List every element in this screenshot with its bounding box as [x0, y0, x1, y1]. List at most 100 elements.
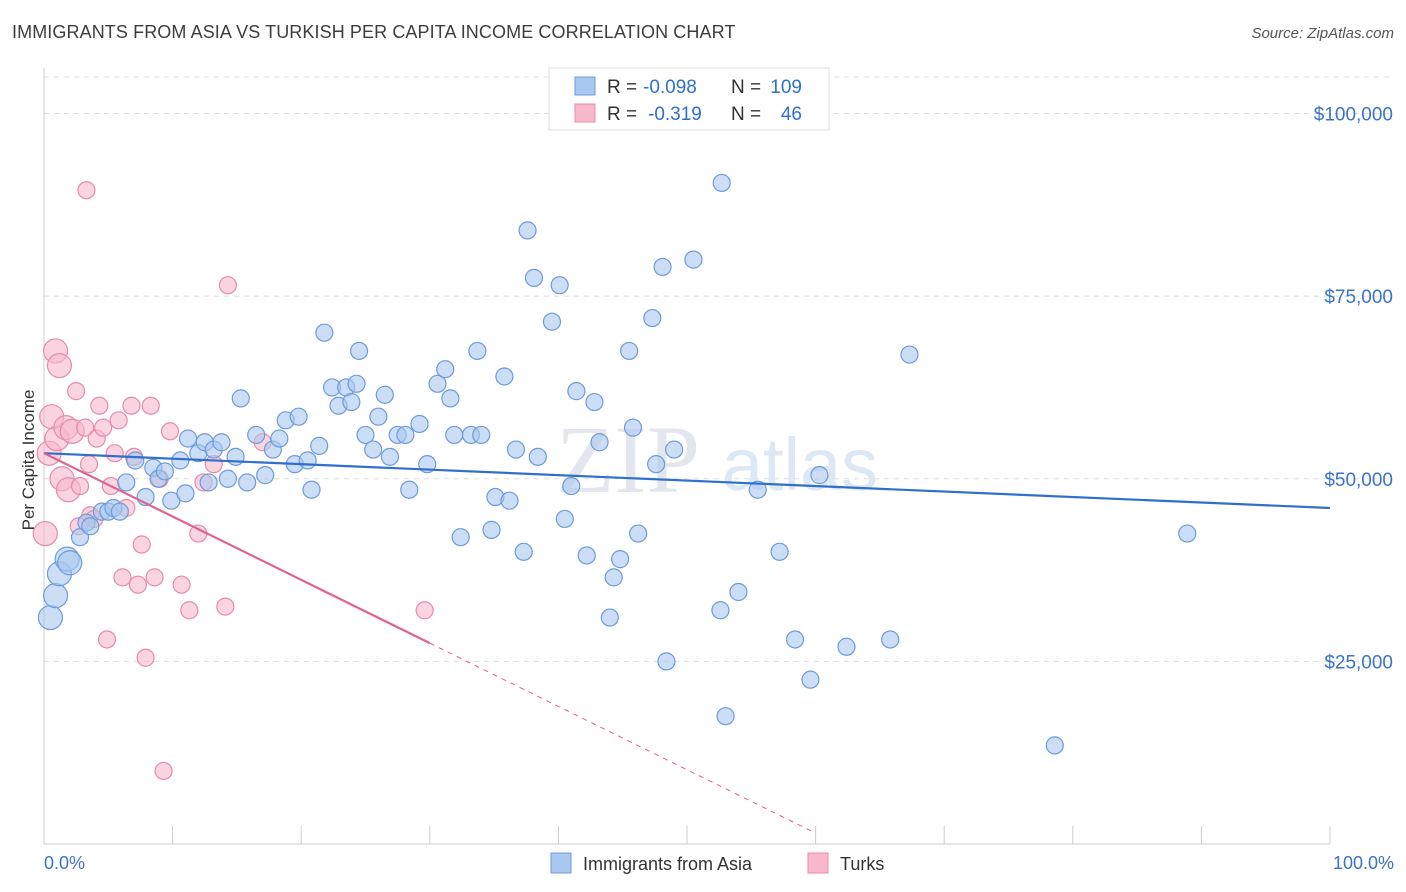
data-point-turks [172, 575, 191, 594]
watermark-atlas: atlas [722, 423, 878, 506]
data-point-asia [629, 524, 648, 543]
stats-legend-box [548, 67, 830, 131]
data-point-asia [653, 257, 672, 277]
data-point-asia [451, 528, 470, 547]
stats-r-label-turks: R = [607, 104, 637, 125]
data-point-asia [729, 582, 748, 602]
data-point-asia [657, 652, 676, 671]
data-point-asia [396, 425, 415, 445]
data-point-turks [97, 630, 117, 649]
y-tick-label: $50,000 [1324, 470, 1393, 491]
data-point-asia [837, 637, 856, 656]
data-point-turks [189, 524, 208, 543]
data-point-asia [126, 451, 145, 470]
data-point-asia [495, 367, 514, 386]
data-point-asia [37, 604, 64, 631]
data-point-turks [136, 648, 155, 667]
data-point-asia [555, 509, 574, 529]
trend-line-turks-extrapolated [429, 642, 816, 834]
data-point-asia [623, 418, 643, 437]
data-point-asia [256, 466, 275, 485]
stats-n-label-asia: N = [731, 77, 761, 98]
data-point-asia [375, 385, 394, 404]
data-point-asia [604, 568, 623, 587]
data-point-asia [482, 520, 501, 539]
stats-n-value-turks: 46 [781, 104, 802, 125]
data-point-asia [289, 407, 308, 426]
data-point-asia [611, 550, 630, 569]
stats-n-value-asia: 109 [770, 77, 802, 98]
stats-r-value-turks: -0.319 [648, 104, 702, 125]
data-point-asia [218, 469, 237, 488]
data-point-turks [216, 597, 235, 616]
legend-swatch-turks [807, 852, 829, 874]
data-point-asia [364, 440, 383, 459]
data-point-asia [57, 550, 83, 576]
x-tick-label-max: 100.0% [1333, 853, 1394, 873]
data-point-asia [770, 542, 789, 561]
data-point-turks [70, 476, 90, 496]
x-tick-label-min: 0.0% [44, 853, 85, 873]
data-point-turks [77, 181, 96, 200]
data-point-turks [218, 276, 237, 295]
data-point-asia [176, 484, 195, 503]
data-point-asia [748, 480, 767, 499]
data-point-asia [302, 480, 321, 499]
data-point-asia [178, 429, 198, 448]
data-point-asia [620, 341, 639, 361]
data-point-turks [141, 396, 160, 415]
data-point-turks [132, 535, 151, 554]
data-point-asia [428, 374, 447, 393]
data-point-turks [160, 422, 180, 441]
y-tick-labels: $25,000 $50,000 $75,000 $100,000 [1314, 105, 1393, 674]
stats-n-label-turks: N = [731, 104, 761, 125]
data-point-asia [1178, 524, 1197, 543]
stats-r-value-asia: -0.098 [643, 77, 697, 98]
watermark: ZIP atlas [556, 406, 878, 513]
y-tick-label: $25,000 [1324, 652, 1393, 673]
data-point-asia [380, 447, 400, 466]
data-point-asia [542, 312, 562, 331]
legend-label-asia: Immigrants from Asia [583, 854, 753, 874]
data-point-asia [590, 433, 609, 452]
data-point-asia [684, 250, 703, 269]
data-point-turks [415, 601, 434, 620]
data-point-asia [577, 546, 596, 565]
stats-r-label-asia: R = [607, 77, 637, 98]
data-point-asia [445, 425, 464, 445]
data-point-asia [238, 473, 257, 492]
data-point-asia [270, 429, 289, 448]
data-point-turks [90, 396, 109, 415]
series-legend: Immigrants from Asia Turks [550, 852, 884, 874]
data-point-asia [562, 476, 581, 496]
data-point-asia [524, 268, 544, 287]
data-point-asia [801, 670, 820, 689]
data-point-asia [665, 440, 684, 459]
y-tick-label: $100,000 [1314, 105, 1393, 126]
data-point-turks [154, 761, 173, 781]
data-point-asia [81, 517, 100, 536]
data-point-asia [600, 608, 619, 627]
data-point-asia [42, 583, 69, 609]
stats-legend: R = -0.098 N = 109 R = -0.319 N = 46 [548, 67, 830, 131]
data-point-turks [94, 418, 113, 437]
data-point-asia [785, 630, 805, 649]
data-point-asia [410, 414, 429, 434]
data-point-asia [162, 491, 181, 510]
data-point-turks [32, 520, 58, 547]
gridlines [44, 76, 1394, 662]
data-point-asia [298, 451, 317, 470]
chart-title: IMMIGRANTS FROM ASIA VS TURKISH PER CAPI… [12, 22, 736, 42]
data-point-asia [900, 345, 919, 364]
data-point-turks [122, 396, 141, 415]
data-point-asia [117, 473, 136, 492]
data-point-turks [128, 575, 147, 594]
source-credit: Source: ZipAtlas.com [1251, 25, 1394, 42]
data-point-asia [155, 462, 174, 481]
data-point-asia [347, 374, 366, 393]
data-point-asia [647, 455, 666, 474]
y-tick-label: $75,000 [1324, 287, 1393, 308]
data-point-asia [400, 480, 419, 499]
trend-lines [43, 452, 1331, 834]
